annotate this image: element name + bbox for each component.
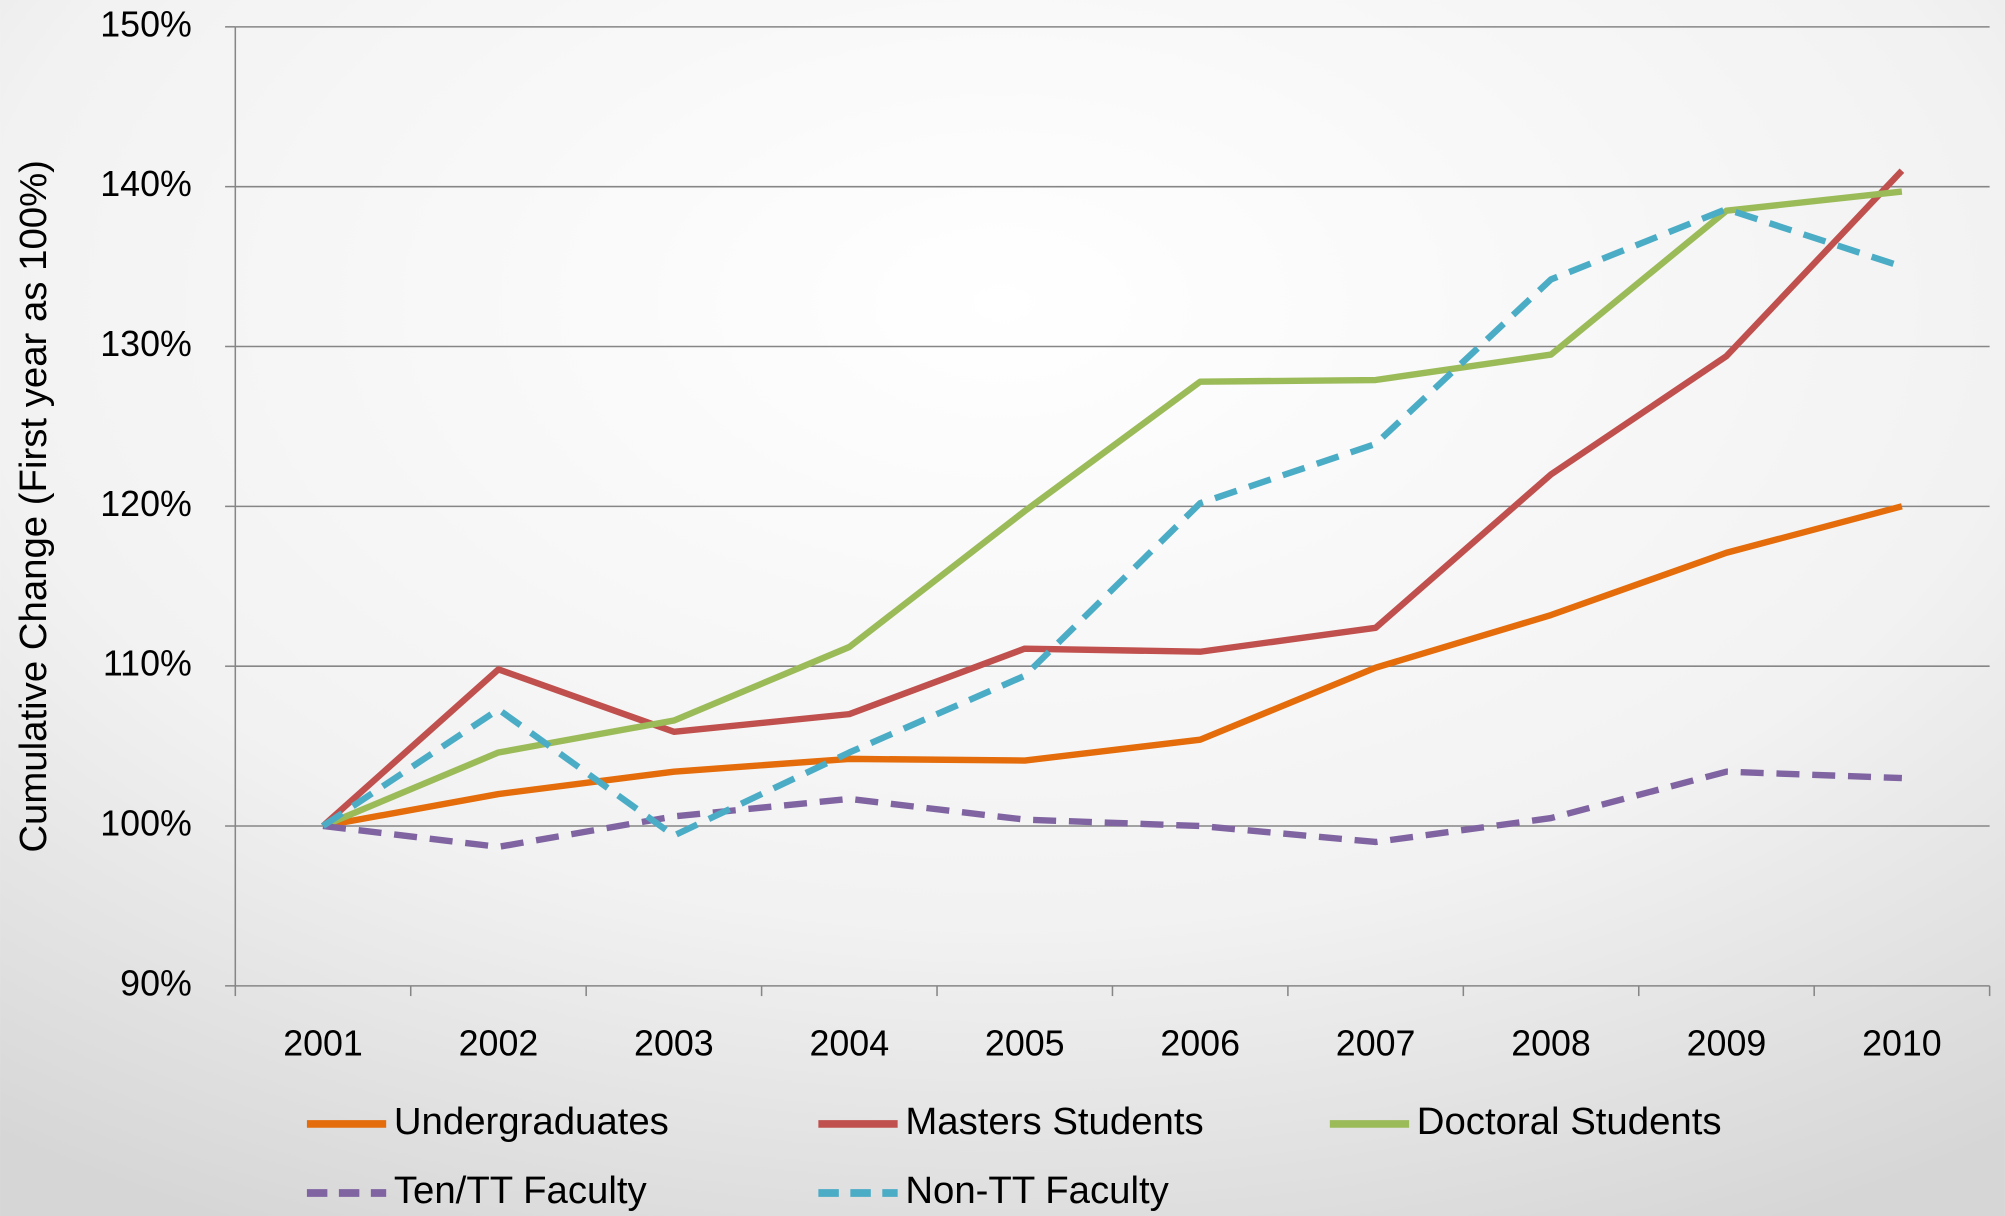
y-tick-label: 120%: [100, 484, 192, 524]
y-axis-title: Cumulative Change (First year as 100%): [12, 160, 55, 853]
y-tick-label: 110%: [103, 644, 192, 684]
y-tick-label: 140%: [100, 164, 192, 204]
x-tick-label: 2008: [1511, 1023, 1591, 1063]
x-tick-label: 2006: [1160, 1023, 1240, 1063]
series-line: [322, 503, 1903, 830]
y-tick-label: 150%: [100, 4, 192, 44]
y-tick-label: 90%: [120, 963, 192, 1003]
x-tick-label: 2007: [1336, 1023, 1416, 1063]
series-line: [321, 188, 1903, 829]
series-line: [322, 768, 1903, 851]
x-tick-label: 2001: [283, 1023, 363, 1063]
y-tick-label: 130%: [100, 324, 192, 364]
x-tick-label: 2009: [1687, 1023, 1767, 1063]
x-tick-label: 2005: [985, 1023, 1065, 1063]
x-tick-label: 2002: [459, 1023, 539, 1063]
series-line: [321, 205, 1903, 839]
x-tick-label: 2010: [1862, 1023, 1942, 1063]
legend-label: Doctoral Students: [1417, 1100, 1722, 1143]
x-tick-label: 2004: [809, 1023, 889, 1063]
legend-label: Ten/TT Faculty: [394, 1169, 648, 1212]
legend-label: Undergraduates: [394, 1100, 669, 1143]
y-tick-label: 100%: [100, 803, 192, 843]
legend-label: Non-TT Faculty: [905, 1169, 1169, 1212]
series-line: [320, 168, 1905, 829]
x-tick-label: 2003: [634, 1023, 714, 1063]
legend-label: Masters Students: [905, 1100, 1203, 1143]
